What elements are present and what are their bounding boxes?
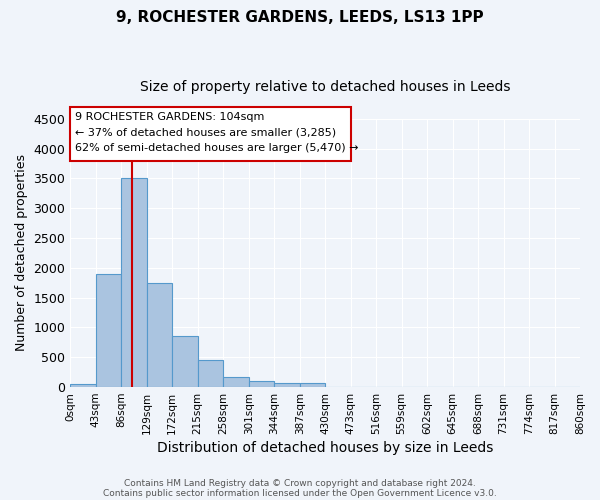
Title: Size of property relative to detached houses in Leeds: Size of property relative to detached ho…	[140, 80, 511, 94]
Text: Contains HM Land Registry data © Crown copyright and database right 2024.: Contains HM Land Registry data © Crown c…	[124, 478, 476, 488]
Y-axis label: Number of detached properties: Number of detached properties	[15, 154, 28, 352]
Bar	[121, 178, 147, 387]
Text: 62% of semi-detached houses are larger (5,470) →: 62% of semi-detached houses are larger (…	[75, 142, 359, 152]
Bar	[172, 336, 198, 387]
Bar	[198, 360, 223, 387]
Bar	[248, 381, 274, 387]
Bar	[96, 274, 121, 387]
Text: 9 ROCHESTER GARDENS: 104sqm: 9 ROCHESTER GARDENS: 104sqm	[75, 112, 265, 122]
Text: 9, ROCHESTER GARDENS, LEEDS, LS13 1PP: 9, ROCHESTER GARDENS, LEEDS, LS13 1PP	[116, 10, 484, 25]
FancyBboxPatch shape	[70, 107, 350, 160]
X-axis label: Distribution of detached houses by size in Leeds: Distribution of detached houses by size …	[157, 441, 493, 455]
Text: ← 37% of detached houses are smaller (3,285): ← 37% of detached houses are smaller (3,…	[75, 127, 336, 137]
Bar	[70, 384, 96, 387]
Bar	[274, 384, 299, 387]
Bar	[147, 282, 172, 387]
Bar	[223, 376, 248, 387]
Text: Contains public sector information licensed under the Open Government Licence v3: Contains public sector information licen…	[103, 488, 497, 498]
Bar	[299, 384, 325, 387]
